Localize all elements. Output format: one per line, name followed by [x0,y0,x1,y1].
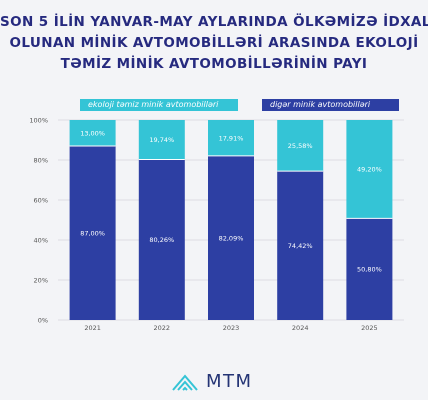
data-label-eco: 25,58% [288,142,313,150]
data-label-other: 80,26% [149,236,174,244]
data-label-eco: 19,74% [149,136,174,144]
x-tick-label: 2021 [84,324,101,332]
bar-eco [138,120,185,160]
mtm-emblem-icon [172,374,198,391]
x-tick-label: 2022 [154,324,171,332]
data-label-eco: 13,00% [80,130,105,138]
legend-eco: ekoloji təmiz minik avtomobilləri [80,99,238,111]
data-label-eco: 49,20% [357,166,382,174]
title-line-2: OLUNAN MİNİK AVTOMOBİLLƏRİ ARASINDA EKOL… [9,35,419,51]
data-label-other: 50,80% [357,266,382,274]
y-tick-label: 60% [34,197,48,205]
bar-other [346,218,393,320]
bar-eco [277,120,324,172]
bar-eco [346,120,393,219]
title-line-3: TƏMİZ MİNİK AVTOMOBİLLƏRİNİN PAYI [60,56,368,72]
bar-other [138,159,185,320]
bar-other [208,155,254,320]
logo-text: MTM [206,371,253,392]
bar-other [277,171,324,320]
data-label-other: 82,09% [219,234,244,242]
y-tick-label: 100% [29,117,48,125]
data-label-eco: 17,91% [219,134,244,142]
x-tick-label: 2025 [361,324,378,332]
y-tick-label: 40% [34,237,48,245]
y-tick-label: 80% [34,157,48,165]
legend-other: digər minik avtomobilləri [262,99,399,111]
data-label-other: 87,00% [80,230,105,238]
data-label-other: 74,42% [288,242,313,250]
bar-other [69,146,116,320]
title-line-1: SON 5 İLİN YANVAR-MAY AYLARINDA ÖLKƏMİZƏ… [0,14,428,30]
bar-eco [208,120,254,156]
x-tick-label: 2024 [292,324,309,332]
bar-eco [69,120,116,146]
y-tick-label: 0% [38,317,48,325]
logo: MTM [172,372,253,392]
y-tick-label: 20% [34,277,48,285]
chart-title: SON 5 İLİN YANVAR-MAY AYLARINDA ÖLKƏMİZƏ… [0,12,428,75]
x-tick-label: 2023 [223,324,240,332]
